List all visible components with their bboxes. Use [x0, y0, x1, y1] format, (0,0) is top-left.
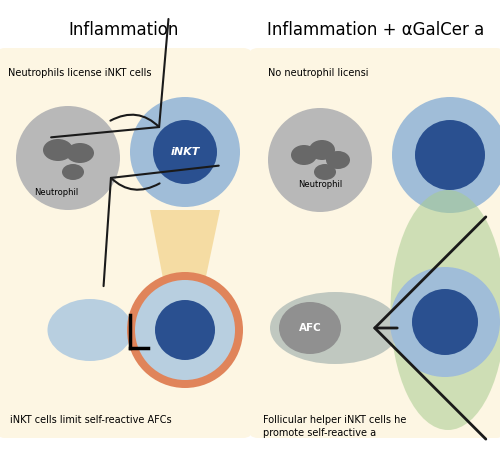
Text: Follicular helper ​iNKT cells he
promote self-reactive a: Follicular helper ​iNKT cells he promote… [263, 415, 406, 438]
Ellipse shape [43, 139, 73, 161]
Circle shape [390, 267, 500, 377]
Circle shape [268, 108, 372, 212]
Polygon shape [150, 210, 220, 305]
Ellipse shape [309, 140, 335, 160]
Text: Neutrophils license ​iNKT cells: Neutrophils license ​iNKT cells [8, 68, 152, 78]
FancyBboxPatch shape [248, 48, 500, 438]
Text: Neutrophil: Neutrophil [34, 188, 78, 197]
Ellipse shape [48, 299, 132, 361]
Text: iNKT cells limit self-reactive AFCs: iNKT cells limit self-reactive AFCs [10, 415, 172, 425]
Text: Inflammation: Inflammation [69, 21, 179, 39]
Text: No neutrophil licensi: No neutrophil licensi [268, 68, 368, 78]
Text: AFC: AFC [298, 323, 322, 333]
Ellipse shape [66, 143, 94, 163]
Circle shape [155, 300, 215, 360]
Circle shape [153, 120, 217, 184]
Ellipse shape [62, 164, 84, 180]
Ellipse shape [270, 292, 400, 364]
Ellipse shape [279, 302, 341, 354]
Ellipse shape [314, 164, 336, 180]
Text: Inflammation + αGalCer a: Inflammation + αGalCer a [268, 21, 484, 39]
Circle shape [392, 97, 500, 213]
Ellipse shape [291, 145, 317, 165]
Circle shape [415, 120, 485, 190]
Circle shape [130, 97, 240, 207]
FancyBboxPatch shape [0, 48, 253, 438]
Ellipse shape [326, 151, 350, 169]
Ellipse shape [390, 190, 500, 430]
Text: iNKT: iNKT [170, 147, 200, 157]
Circle shape [16, 106, 120, 210]
Circle shape [127, 272, 243, 388]
Text: Neutrophil: Neutrophil [298, 180, 342, 189]
Circle shape [412, 289, 478, 355]
Circle shape [135, 280, 235, 380]
